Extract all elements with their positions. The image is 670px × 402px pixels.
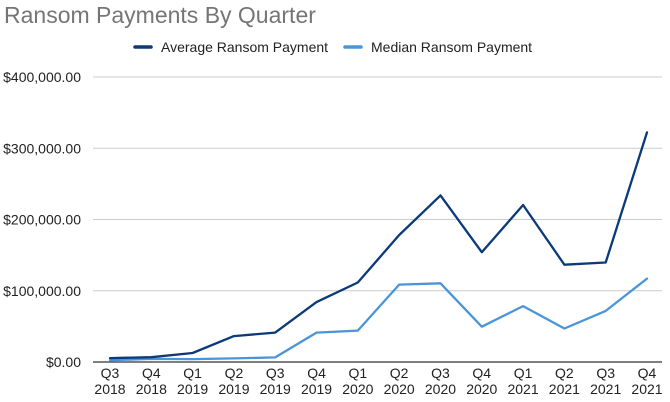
y-tick-label: $400,000.00 <box>3 69 81 85</box>
legend-label: Median Ransom Payment <box>371 39 532 55</box>
series-line <box>108 277 649 362</box>
x-tick-label: Q4 2020 <box>466 365 497 397</box>
x-tick-label: Q3 2021 <box>590 365 621 397</box>
y-tick-label: $300,000.00 <box>3 140 81 156</box>
chart-title: Ransom Payments By Quarter <box>4 2 316 28</box>
x-tick-label: Q3 2018 <box>94 365 125 397</box>
series-lines <box>108 131 649 362</box>
x-tick-label: Q4 2018 <box>136 365 167 397</box>
x-tick-label: Q2 2021 <box>549 365 580 397</box>
gridlines <box>93 76 662 363</box>
x-tick-label: Q3 2020 <box>425 365 456 397</box>
legend-label: Average Ransom Payment <box>161 39 328 55</box>
y-tick-label: $0.00 <box>46 354 81 370</box>
x-axis-tick-labels: Q3 2018 Q4 2018 Q1 2019 Q2 2019 Q3 2019 Q4 2019 Q1 20… <box>94 365 662 397</box>
y-tick-label: $100,000.00 <box>3 283 81 299</box>
series-line <box>108 131 649 360</box>
x-tick-label: Q2 2020 <box>384 365 415 397</box>
x-tick-label: Q4 2019 <box>301 365 332 397</box>
x-tick-label: Q1 2021 <box>507 365 538 397</box>
y-axis-tick-labels: $0.00 $100,000.00 $200,000.00 $300,000.00 $4… <box>3 69 81 370</box>
legend: Average Ransom Payment Median Ransom Paym… <box>133 39 532 55</box>
x-tick-label: Q2 2019 <box>218 365 249 397</box>
x-tick-label: Q1 2020 <box>342 365 373 397</box>
x-tick-label: Q3 2019 <box>260 365 291 397</box>
x-tick-label: Q1 2019 <box>177 365 208 397</box>
y-tick-label: $200,000.00 <box>3 212 81 228</box>
x-tick-label: Q4 2021 <box>631 365 662 397</box>
